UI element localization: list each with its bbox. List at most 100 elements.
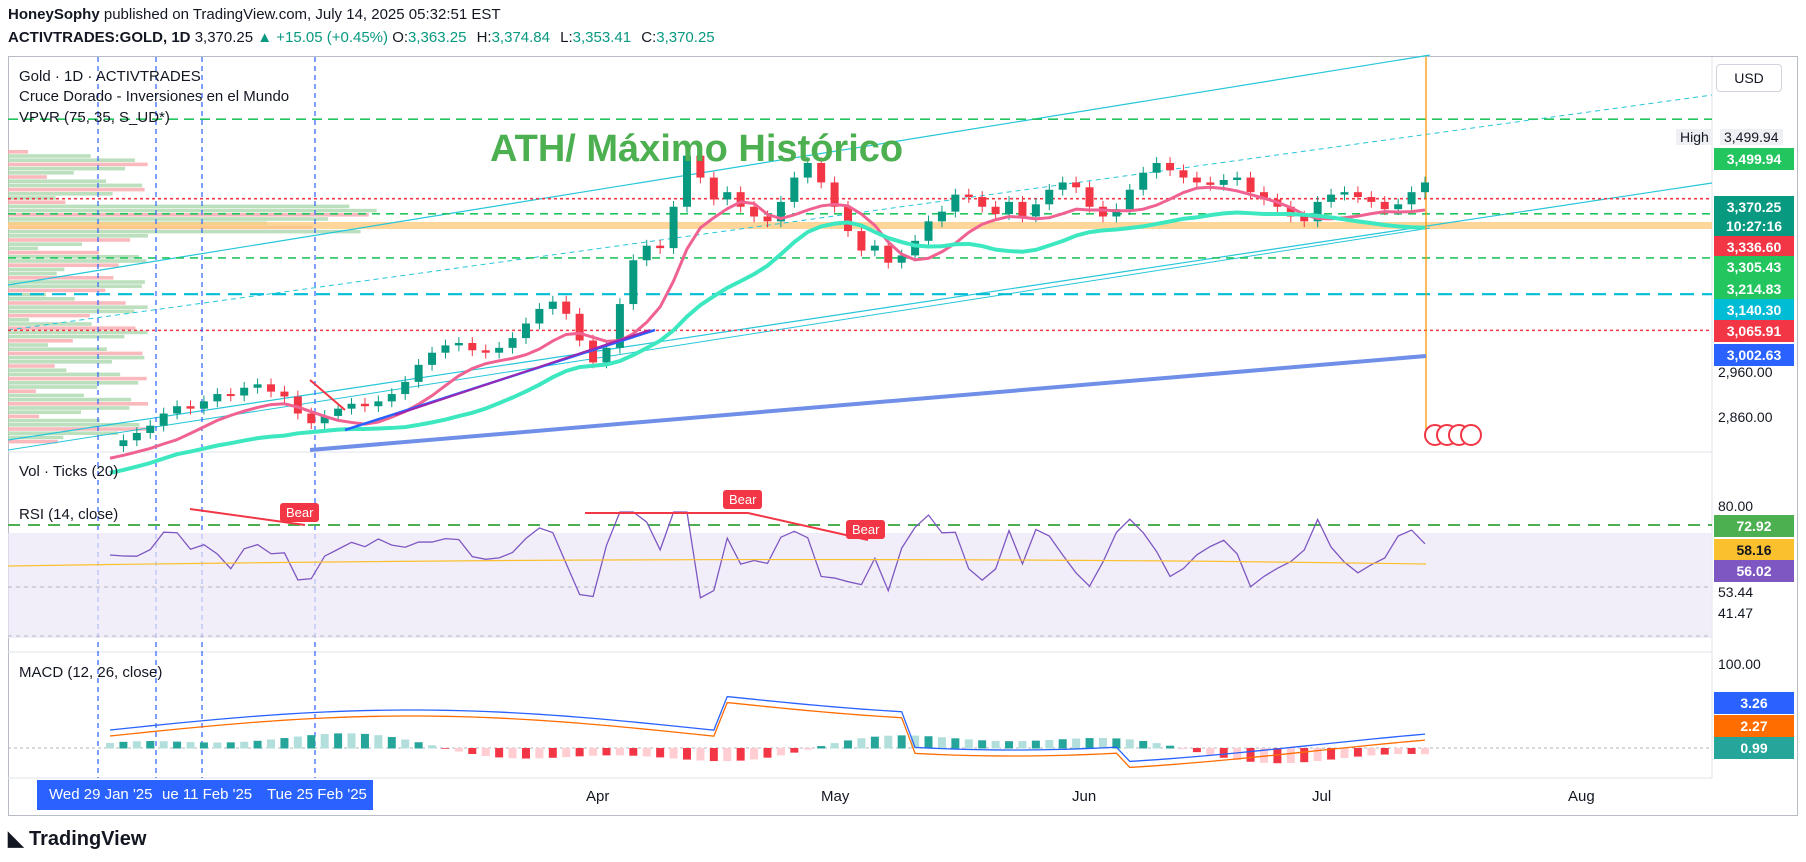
volume-profile-bar [8, 385, 98, 389]
candle-body [991, 206, 1000, 215]
candle-body [441, 345, 450, 353]
volume-profile-bar [8, 154, 91, 158]
candle-body [1313, 201, 1322, 222]
candle-body [454, 342, 463, 346]
symbol-label[interactable]: ACTIVTRADES:GOLD, 1D [8, 29, 191, 46]
close-label: C: [641, 29, 657, 46]
candle-body [803, 162, 812, 178]
macd-histogram-bar [750, 748, 759, 760]
tradingview-logo[interactable]: ◣ TradingView [8, 826, 146, 851]
legend-macd[interactable]: MACD (12, 26, close) [19, 664, 163, 681]
candle-body [682, 155, 691, 207]
volume-profile-bar [8, 406, 130, 410]
candle-body [521, 323, 530, 339]
currency-button[interactable]: USD [1716, 64, 1782, 92]
macd-histogram-bar [495, 748, 504, 758]
date-label: Tue 25 Feb '25 [267, 786, 367, 803]
macd-histogram-bar [280, 738, 289, 749]
volume-profile-bar [8, 276, 114, 280]
candle-body [360, 403, 369, 407]
high-value: 3,499.94 [1720, 129, 1783, 145]
legend-indicator-vpvr[interactable]: VPVR (75, 35, S_UD*) [19, 109, 170, 126]
volume-profile-bar [8, 355, 145, 360]
volume-profile-bar [8, 234, 148, 238]
macd-histogram-bar [696, 748, 705, 761]
macd-histogram-bar [1286, 748, 1295, 763]
macd-histogram-bar [951, 738, 960, 749]
candle-body [656, 245, 665, 249]
macd-histogram-bar [1005, 741, 1014, 749]
macd-histogram-bar [589, 748, 598, 756]
volume-profile-bar [8, 351, 143, 356]
volume-profile-bar [8, 162, 148, 167]
macd-histogram-bar [1394, 748, 1403, 755]
macd-histogram-bar [1192, 748, 1201, 753]
volume-profile-bar [8, 318, 30, 322]
close-value: 3,370.25 [656, 29, 715, 46]
candle-body [884, 245, 893, 263]
candle-body [1166, 162, 1175, 171]
macd-histogram-bar [1139, 740, 1148, 749]
macd-histogram-bar [884, 735, 893, 749]
candle-body [978, 197, 987, 207]
candle-body [1394, 204, 1403, 210]
channel-upper-line [7, 54, 1431, 286]
candle-body [307, 413, 316, 424]
candle-body [481, 350, 490, 353]
candle-body [1018, 201, 1027, 217]
author-name[interactable]: HoneySophy [8, 6, 100, 23]
volume-profile-bar [8, 150, 28, 154]
macd-histogram-bar [817, 746, 826, 749]
candle-body [1233, 177, 1242, 180]
candle-body [240, 387, 249, 396]
macd-histogram-bar [924, 736, 933, 749]
candle-body [615, 304, 624, 348]
candle-body [1367, 197, 1376, 202]
rsi-line [109, 511, 1426, 599]
macd-histogram-bar [267, 739, 276, 749]
legend-title[interactable]: Gold · 1D · ACTIVTRADES [19, 68, 201, 85]
rsi-tag-value: 56.02 [1714, 560, 1794, 582]
macd-histogram-bar [830, 743, 839, 749]
volume-profile-bar [8, 288, 106, 293]
candle-body [226, 394, 235, 397]
volume-profile-bar [8, 213, 369, 217]
macd-histogram-bar [709, 748, 718, 762]
price-tag-ath: 3,499.94 [1714, 148, 1794, 170]
legend-rsi[interactable]: RSI (14, close) [19, 506, 119, 523]
price-tick: 2,960.00 [1718, 364, 1773, 380]
volume-profile-bar [8, 376, 147, 381]
macd-line [109, 695, 1426, 763]
candle-body [830, 182, 839, 207]
volume-profile-bar [8, 292, 46, 297]
macd-histogram-bar [964, 739, 973, 749]
open-value: 3,363.25 [408, 29, 467, 46]
macd-histogram-bar [1112, 738, 1121, 749]
volume-profile-bar [8, 372, 121, 377]
volume-profile-bar [8, 360, 112, 364]
high-label: High [1676, 129, 1713, 145]
macd-tick: 100.00 [1718, 656, 1761, 672]
volume-profile-bar [8, 217, 329, 221]
candle-body [132, 432, 141, 441]
macd-histogram-bar [629, 748, 638, 756]
candle-body [1045, 189, 1054, 205]
volume-profile-bar [8, 166, 126, 171]
macd-histogram-bar [1367, 748, 1376, 756]
volume-profile-bar [8, 175, 47, 179]
macd-signal-line [109, 701, 1426, 769]
candle-body [1085, 187, 1094, 207]
macd-histogram-bar [159, 741, 168, 749]
date-label: Wed 29 Jan '25 [49, 786, 153, 803]
ath-annotation: ATH/ Máximo Histórico [490, 128, 904, 170]
macd-histogram-bar [1166, 745, 1175, 749]
legend-indicator-cruce[interactable]: Cruce Dorado - Inversiones en el Mundo [19, 88, 290, 105]
low-label: L: [560, 29, 573, 46]
candle-body [1098, 206, 1107, 217]
macd-histogram-bar [615, 748, 624, 756]
macd-histogram-bar [146, 741, 155, 749]
volume-profile-bar [8, 402, 148, 406]
candle-body [575, 313, 584, 341]
ma-200-line [309, 354, 1427, 452]
legend-volume[interactable]: Vol · Ticks (20) [19, 463, 119, 480]
